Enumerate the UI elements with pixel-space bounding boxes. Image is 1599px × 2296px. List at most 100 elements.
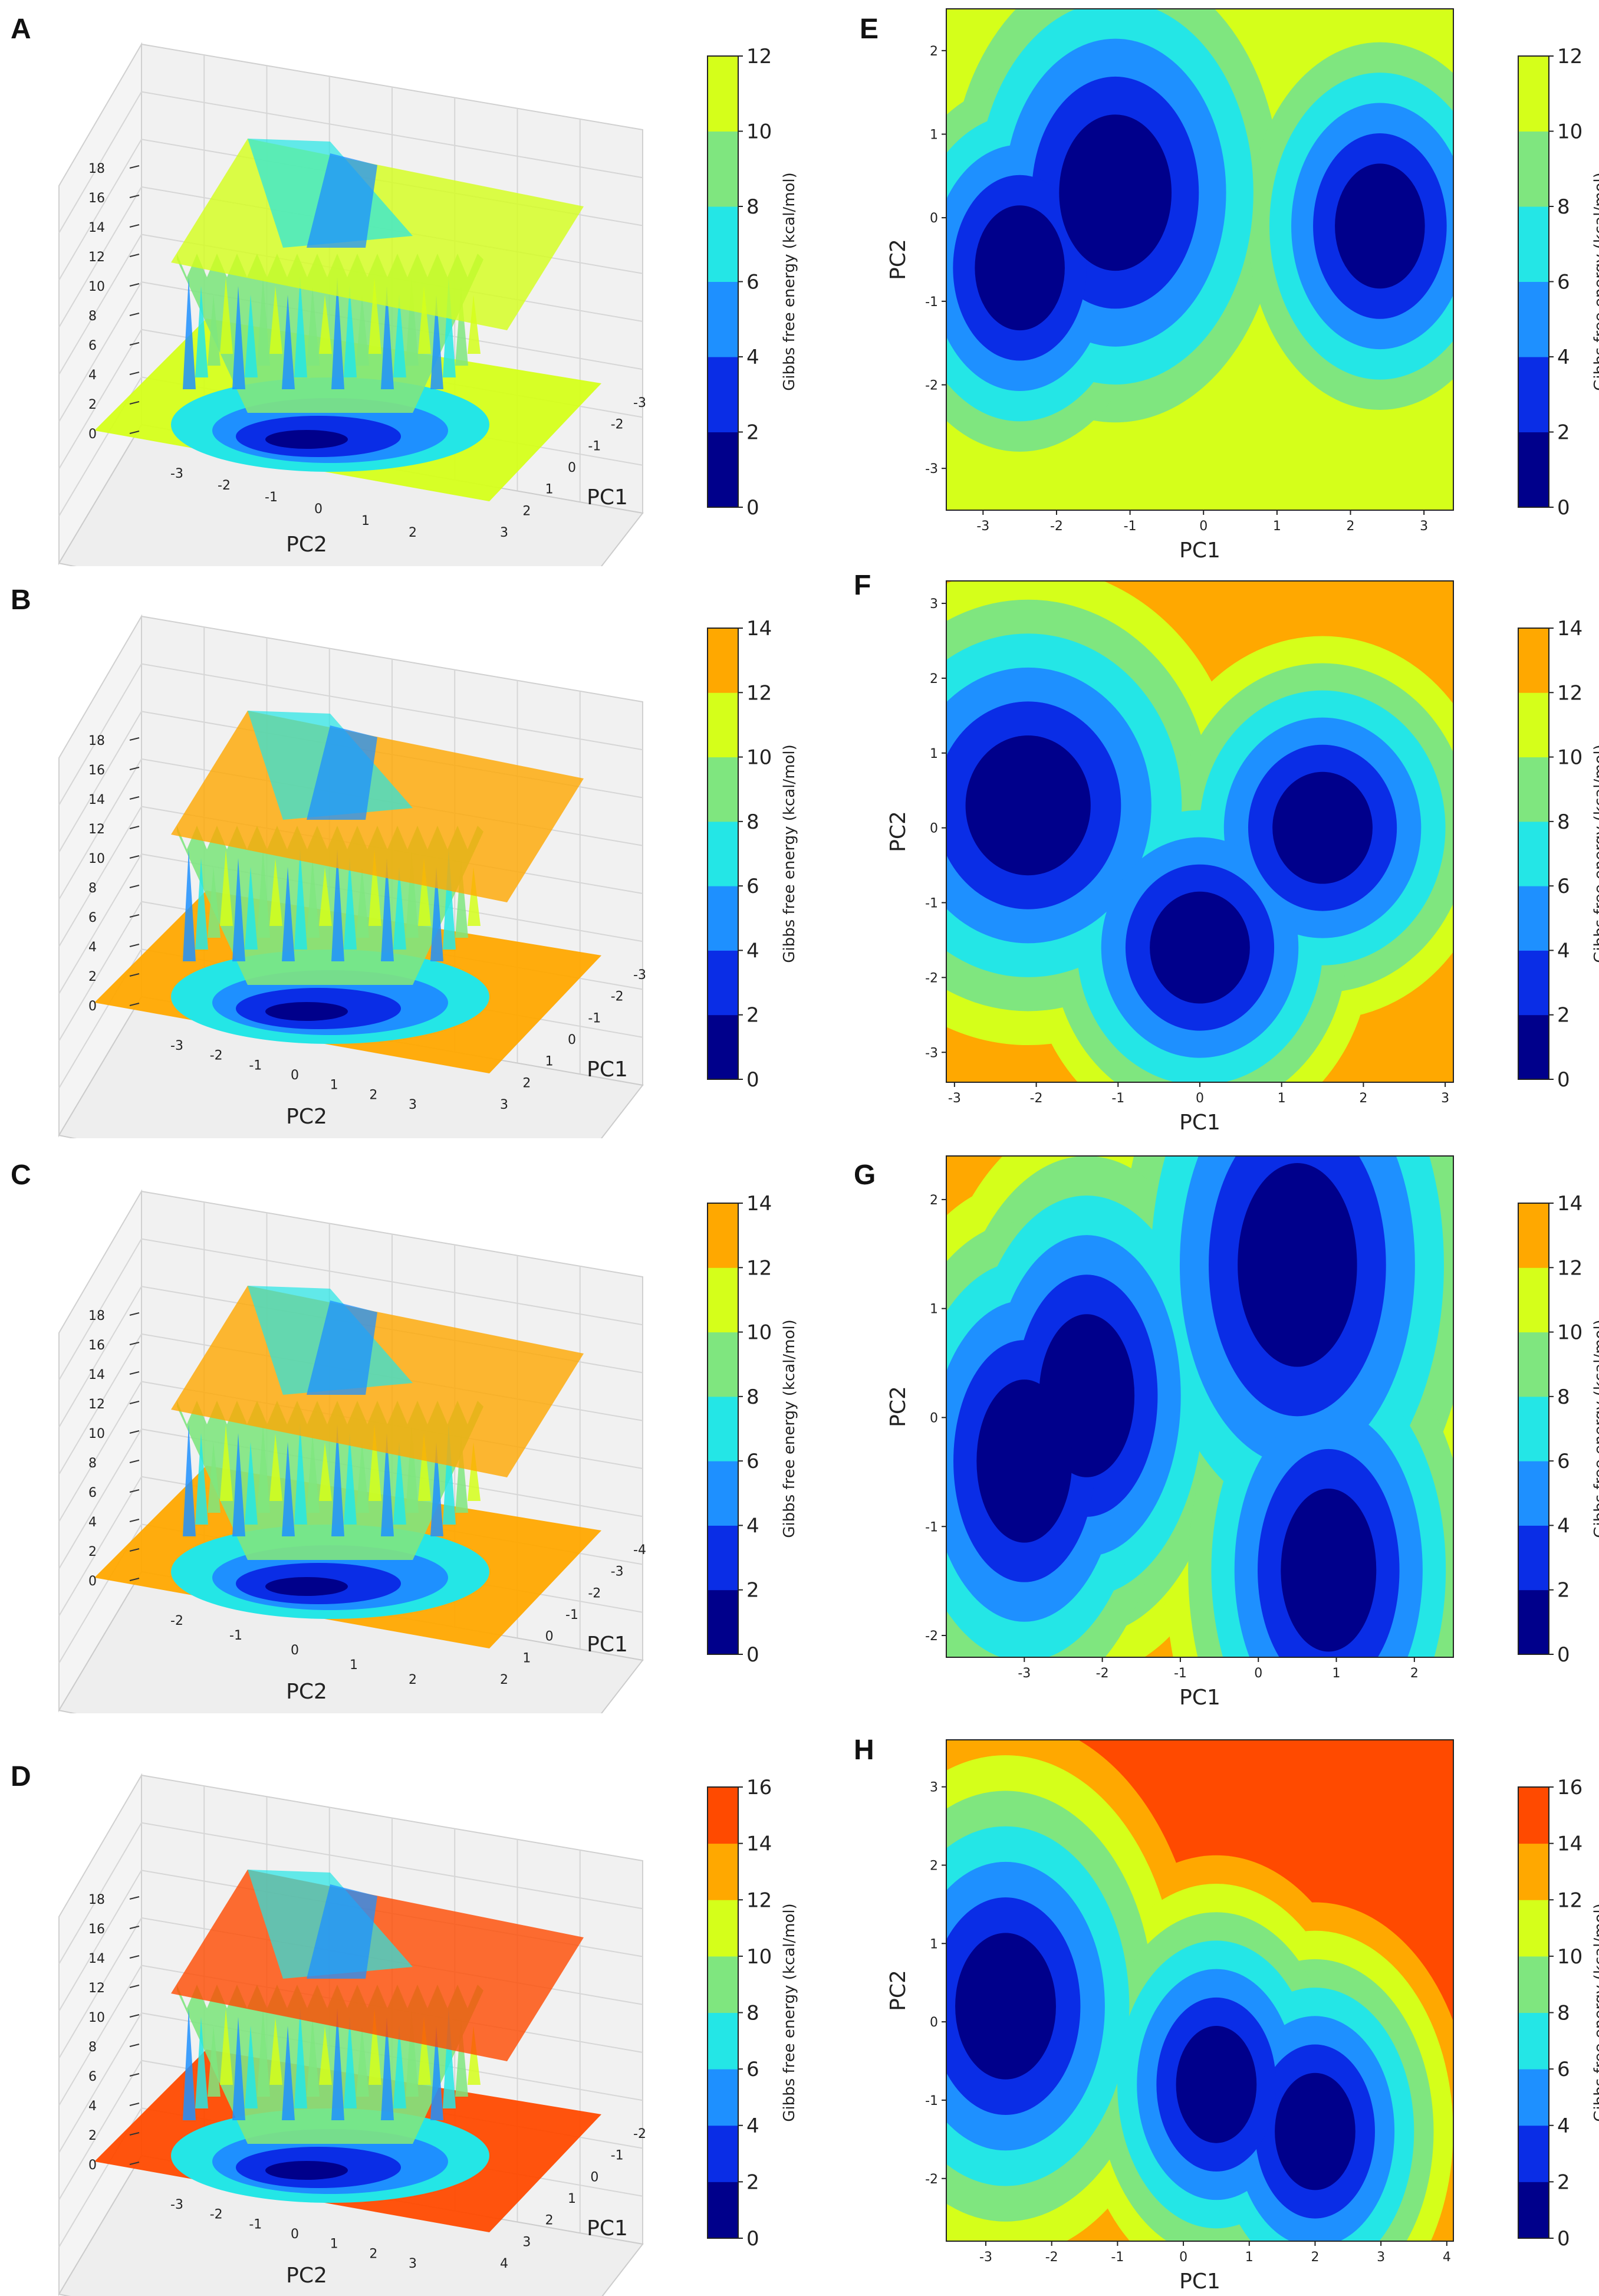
colorbar-frame [707, 1203, 739, 1655]
colorbar-band [1518, 821, 1549, 886]
colorbar-tick-label: 6 [1557, 271, 1570, 294]
surface-spike [245, 867, 258, 950]
colorbar-band [1518, 1843, 1549, 1900]
surface-spike [356, 2026, 369, 2097]
z-tick-mark [129, 1401, 140, 1404]
z-tick-mark [129, 767, 140, 770]
colorbar-band [708, 1525, 738, 1591]
colorbar-label: Gibbs free energy (kcal/mol) [1591, 172, 1599, 391]
colorbar-band [708, 692, 738, 758]
colorbar-tick-label: 0 [1557, 1643, 1570, 1667]
surface-axes: 024681012141618-3-2-10123PC2-3-2-10123PC… [58, 614, 646, 1138]
surface-spike [319, 867, 332, 926]
z-tick-label: 6 [88, 911, 97, 925]
floor-pane [58, 1571, 644, 1713]
x-tick-label: -2 [588, 1586, 601, 1601]
colorbar-band [1518, 2069, 1549, 2126]
y-tick-label: -1 [229, 1628, 242, 1643]
z-tick-mark [129, 1312, 140, 1316]
colorbar-frame [1518, 1203, 1549, 1655]
grid-line [58, 281, 142, 422]
colorbar-tick-label: 12 [1557, 1256, 1582, 1280]
colorbar-tick-label: 14 [746, 1192, 772, 1216]
colorbar-band [1518, 692, 1549, 758]
colorbar-tick-label: 10 [1557, 1945, 1582, 1969]
surface-spike [220, 2008, 233, 2085]
z-tick-label: 16 [88, 763, 105, 778]
colorbar-tick-label: 6 [746, 875, 759, 898]
colorbar-label: Gibbs free energy (kcal/mol) [781, 1903, 798, 2122]
x-tick-label: -3 [611, 1565, 624, 1579]
contour-region [1059, 114, 1172, 271]
x-tick-label: -1 [588, 1011, 601, 1026]
y-tick-label: 2 [930, 1193, 938, 1208]
surface-spike [406, 277, 419, 366]
surface-spike [468, 867, 481, 926]
y-axis-label: PC2 [286, 1105, 327, 1129]
surface-spike [208, 867, 221, 938]
colorbar-tick-label: 10 [746, 1321, 772, 1345]
z-tick-label: 8 [88, 2040, 97, 2055]
surface-spike [455, 1433, 468, 1513]
colorbar-band [1518, 1267, 1549, 1333]
y-tick-label: 0 [930, 2015, 938, 2030]
surface-spike [282, 867, 295, 961]
surface-spike [468, 1442, 481, 1501]
contour-region [1238, 1163, 1357, 1367]
y-tick-label: -1 [925, 1520, 938, 1535]
x-axis-label: PC1 [1179, 1111, 1220, 1135]
x-tick-label: -1 [1111, 2250, 1124, 2265]
colorbar-label: Gibbs free energy (kcal/mol) [781, 744, 798, 963]
colorbar-tick-label: 4 [1557, 939, 1570, 963]
x-tick-label: 4 [1443, 2250, 1451, 2265]
colorbar-band [1518, 886, 1549, 951]
colorbar-band [1518, 1332, 1549, 1397]
x-tick-label: 2 [522, 504, 531, 518]
colorbar-band [1518, 1203, 1549, 1268]
x-tick-label: 2 [1410, 1666, 1419, 1681]
y-tick-label: 0 [930, 211, 938, 226]
x-tick-label: 0 [1196, 1091, 1204, 1106]
contour-region [976, 1379, 1072, 1543]
colorbar-tick-label: 8 [1557, 195, 1570, 219]
z-tick-label: 14 [88, 793, 105, 807]
panel-label-C: C [11, 1160, 31, 1191]
colorbar-tick-label: 2 [746, 1579, 759, 1602]
contour-region [1275, 2072, 1355, 2190]
surface-spike [220, 1424, 233, 1501]
x-tick-label: 3 [500, 525, 508, 540]
surface-spike [282, 1442, 295, 1536]
x-tick-label: 0 [1179, 2250, 1187, 2265]
x-tick-label: 2 [545, 2213, 554, 2228]
colorbar-tick-label: 8 [746, 1385, 759, 1409]
colorbar-band [708, 1014, 738, 1080]
colorbar-tick-label: 8 [1557, 1385, 1570, 1409]
colorbar-tick-label: 6 [746, 1450, 759, 1473]
colorbar-band [1518, 1956, 1549, 2013]
z-tick-mark [129, 914, 140, 918]
colorbar-band [708, 1900, 738, 1957]
x-tick-label: -2 [1030, 1091, 1043, 1106]
colorbar-band [708, 2182, 738, 2239]
y-tick-label: -2 [218, 478, 231, 493]
colorbar-tick-label: 12 [746, 1256, 772, 1280]
z-tick-mark [129, 1460, 140, 1463]
grid-line [58, 1381, 142, 1522]
surface-spike [307, 2017, 320, 2097]
colorbar-band [1518, 2012, 1549, 2070]
y-tick-label: -1 [249, 2217, 262, 2232]
y-tick-label: 1 [330, 1078, 338, 1093]
y-tick-label: 3 [930, 1781, 938, 1795]
colorbar-band [1518, 1787, 1549, 1844]
y-tick-label: 2 [930, 44, 938, 59]
z-tick-mark [129, 1371, 140, 1375]
colorbar-tick-label: 8 [746, 2002, 759, 2025]
y-tick-label: 2 [369, 1088, 377, 1102]
colorbar-band [708, 886, 738, 951]
y-tick-label: 3 [409, 1098, 417, 1112]
contour-levels [946, 9, 1453, 452]
y-tick-label: -1 [925, 295, 938, 310]
x-axis-label: PC1 [1179, 1686, 1220, 1710]
